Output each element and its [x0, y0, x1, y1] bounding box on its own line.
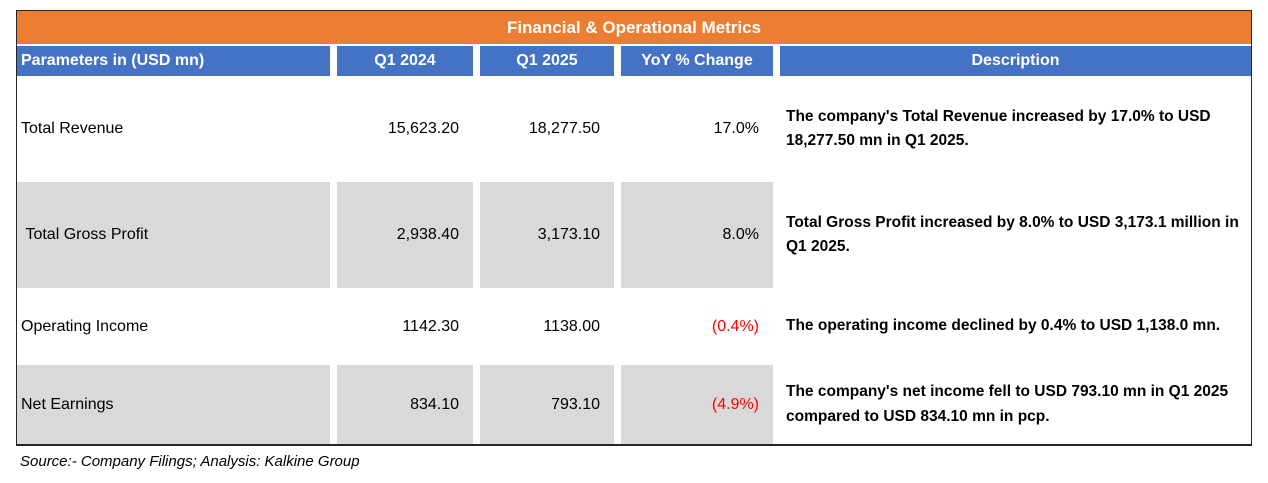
row-yoy-value-negative: (4.9%) — [621, 365, 773, 444]
row-q1-2025-value: 1138.00 — [543, 317, 600, 335]
row-yoy-value: 17.0% — [713, 120, 759, 137]
row-description: The operating income declined by 0.4% to… — [780, 288, 1251, 365]
column-header-yoy-change: YoY % Change — [621, 46, 773, 76]
row-yoy-value: 8.0% — [621, 182, 773, 288]
column-header-description: Description — [780, 46, 1251, 76]
financial-metrics-table: Financial & Operational Metrics Paramete… — [16, 10, 1252, 446]
row-description: The company's Total Revenue increased by… — [780, 76, 1251, 182]
row-description: Total Gross Profit increased by 8.0% to … — [780, 182, 1251, 288]
column-header-q1-2025: Q1 2025 — [480, 46, 614, 76]
row-q1-2024-value: 834.10 — [337, 365, 473, 444]
column-header-q1-2024: Q1 2024 — [337, 46, 473, 76]
row-q1-2024-value: 1142.30 — [402, 317, 459, 335]
row-parameter: Operating Income — [21, 317, 149, 335]
column-header-parameters: Parameters in (USD mn) — [17, 46, 330, 76]
row-q1-2025-value: 3,173.10 — [480, 182, 614, 288]
row-q1-2025-value: 793.10 — [480, 365, 614, 444]
metrics-grid: Parameters in (USD mn) Q1 2024 Q1 2025 Y… — [17, 46, 1251, 444]
row-yoy-value-negative: (0.4%) — [711, 317, 759, 335]
row-q1-2025-value: 18,277.50 — [528, 120, 600, 137]
row-parameter: Total Revenue — [21, 120, 124, 137]
row-parameter: Net Earnings — [17, 365, 330, 444]
title-divider — [17, 44, 1251, 46]
row-parameter: Total Gross Profit — [17, 182, 330, 288]
row-description: The company's net income fell to USD 793… — [780, 365, 1251, 444]
row-q1-2024-value: 15,623.20 — [387, 120, 459, 137]
source-note: Source:- Company Filings; Analysis: Kalk… — [20, 453, 360, 470]
row-q1-2024-value: 2,938.40 — [337, 182, 473, 288]
table-title: Financial & Operational Metrics — [17, 11, 1251, 44]
